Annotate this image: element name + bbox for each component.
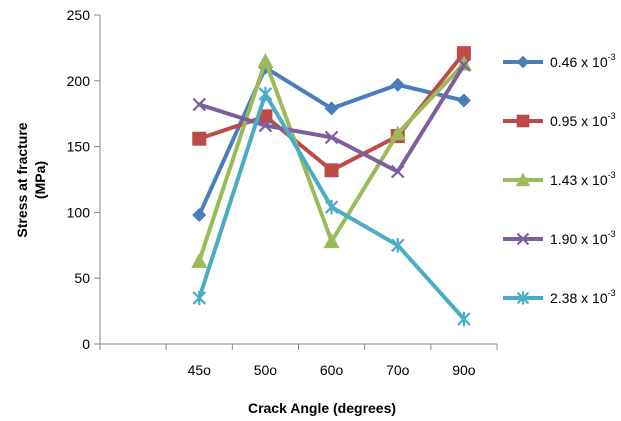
legend-label-3: 1.43 x 10-3 — [550, 170, 616, 188]
x-tick-label: 70o — [386, 362, 410, 378]
data-point-series-1 — [456, 93, 471, 108]
data-point-series-5 — [457, 311, 471, 327]
x-tick-label: 50o — [254, 362, 278, 378]
legend-label-5: 2.38 x 10-3 — [550, 288, 616, 306]
y-axis-title-line1: Stress at fracture — [14, 122, 30, 237]
data-point-series-2 — [324, 163, 339, 178]
data-point-series-3 — [191, 253, 208, 268]
data-point-series-5 — [258, 86, 273, 102]
y-tick-label: 50 — [74, 270, 90, 286]
y-tick-label: 150 — [67, 139, 91, 155]
y-axis-title-line2: (MPa) — [32, 161, 48, 199]
y-tick-label: 0 — [82, 336, 90, 352]
y-tick-label: 250 — [67, 7, 91, 23]
data-point-series-2 — [258, 109, 273, 124]
legend: 0.46 x 10-3 0.95 x 10-3 1.43 x 10-3 1.90 x … — [503, 52, 616, 306]
legend-marker-1 — [516, 55, 530, 69]
data-point-series-4 — [390, 164, 405, 179]
y-tick-label: 200 — [67, 73, 91, 89]
x-tick-label: 60o — [320, 362, 344, 378]
legend-marker-2 — [516, 114, 530, 128]
x-axis-title: Crack Angle (degrees) — [248, 400, 396, 416]
legend-label-4: 1.90 x 10-3 — [550, 229, 616, 247]
legend-marker-4 — [516, 232, 530, 246]
legend-marker-5 — [516, 291, 530, 305]
data-point-series-1 — [192, 208, 207, 223]
data-point-series-3 — [257, 53, 274, 68]
data-point-series-4 — [258, 118, 273, 133]
legend-label-2: 0.95 x 10-3 — [550, 111, 616, 129]
data-point-series-2 — [456, 46, 471, 61]
data-point-series-2 — [192, 131, 207, 146]
series-line-4 — [197, 63, 466, 174]
data-point-series-3 — [323, 233, 340, 249]
x-tick-label: 90o — [452, 362, 476, 378]
legend-marker-3 — [515, 172, 531, 187]
data-point-series-4 — [192, 97, 207, 112]
data-point-series-4 — [324, 130, 339, 145]
data-point-series-5 — [390, 238, 405, 253]
data-point-series-4 — [457, 58, 471, 72]
data-point-series-5 — [324, 199, 339, 215]
y-tick-label: 100 — [67, 204, 91, 220]
data-point-series-5 — [192, 290, 207, 306]
data-point-series-3 — [389, 125, 406, 141]
legend-label-1: 0.46 x 10-3 — [550, 52, 616, 70]
plot-area: 0 50 100 150 200 250 45o 50o 60o 70o 90o — [67, 7, 498, 378]
x-tick-label: 45o — [188, 362, 212, 378]
data-point-series-1 — [390, 77, 405, 92]
data-point-series-1 — [324, 101, 339, 116]
